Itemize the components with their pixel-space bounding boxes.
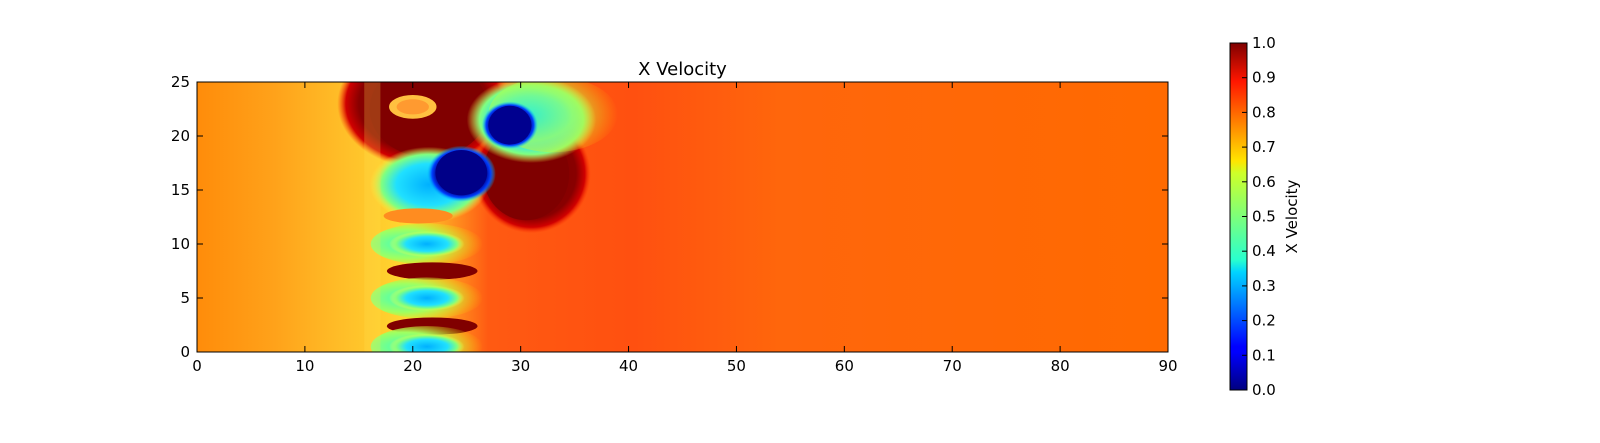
- colorbar-tick-label: 0.4: [1252, 242, 1276, 260]
- colorbar-tick-label: 0.2: [1252, 312, 1276, 330]
- y-tick-label: 10: [171, 235, 190, 253]
- wake-band-12: [383, 208, 453, 224]
- y-tick-label: 0: [180, 343, 190, 361]
- x-tick-label: 10: [295, 357, 314, 375]
- colorbar-tick-label: 0.6: [1252, 173, 1276, 191]
- x-tick-label: 20: [403, 357, 422, 375]
- wake-band-5: [389, 285, 465, 311]
- wake-band-10: [389, 231, 465, 257]
- low-core-upper-solid: [488, 105, 532, 145]
- x-tick-label: 50: [727, 357, 746, 375]
- colorbar-axis: 0.0 0.1 0.2 0.3 0.4 0.5 0.6 0.7 0.8 0.9 1.0: [1242, 34, 1276, 399]
- x-axis: 0 10 20 30 40 50 60 70 80 90: [192, 82, 1178, 375]
- wake-band-0: [389, 333, 465, 352]
- colorbar-tick-label: 0.5: [1252, 208, 1276, 226]
- y-axis: 0 5 10 15 20 25: [171, 73, 1168, 361]
- velocity-field: [197, 82, 1168, 352]
- colorbar-tick-label: 0.1: [1252, 346, 1276, 364]
- x-tick-label: 30: [511, 357, 530, 375]
- colorbar-tick-label: 0.3: [1252, 277, 1276, 295]
- colorbar-tick-label: 0.9: [1252, 69, 1276, 87]
- y-tick-label: 25: [171, 73, 190, 91]
- colorbar-tick-label: 0.0: [1252, 381, 1276, 399]
- colorbar-tick-label: 0.7: [1252, 138, 1276, 156]
- x-tick-label: 0: [192, 357, 202, 375]
- x-tick-label: 80: [1051, 357, 1070, 375]
- plot-frame: [196, 81, 1169, 353]
- upper-spot-core: [396, 99, 429, 115]
- x-tick-label: 90: [1158, 357, 1177, 375]
- low-core-main-solid: [435, 150, 488, 196]
- y-tick-label: 20: [171, 127, 190, 145]
- colorbar-tick-label: 1.0: [1252, 34, 1276, 52]
- y-tick-label: 5: [180, 289, 190, 307]
- colorbar-tick-label: 0.8: [1252, 103, 1276, 121]
- y-tick-label: 15: [171, 181, 190, 199]
- wake-band-7: [386, 262, 478, 280]
- x-tick-label: 40: [619, 357, 638, 375]
- wake-edge: [364, 82, 381, 352]
- chart-title: X Velocity: [638, 59, 727, 80]
- x-tick-label: 70: [943, 357, 962, 375]
- x-tick-label: 60: [835, 357, 854, 375]
- colorbar-label: X Velocity: [1283, 179, 1301, 253]
